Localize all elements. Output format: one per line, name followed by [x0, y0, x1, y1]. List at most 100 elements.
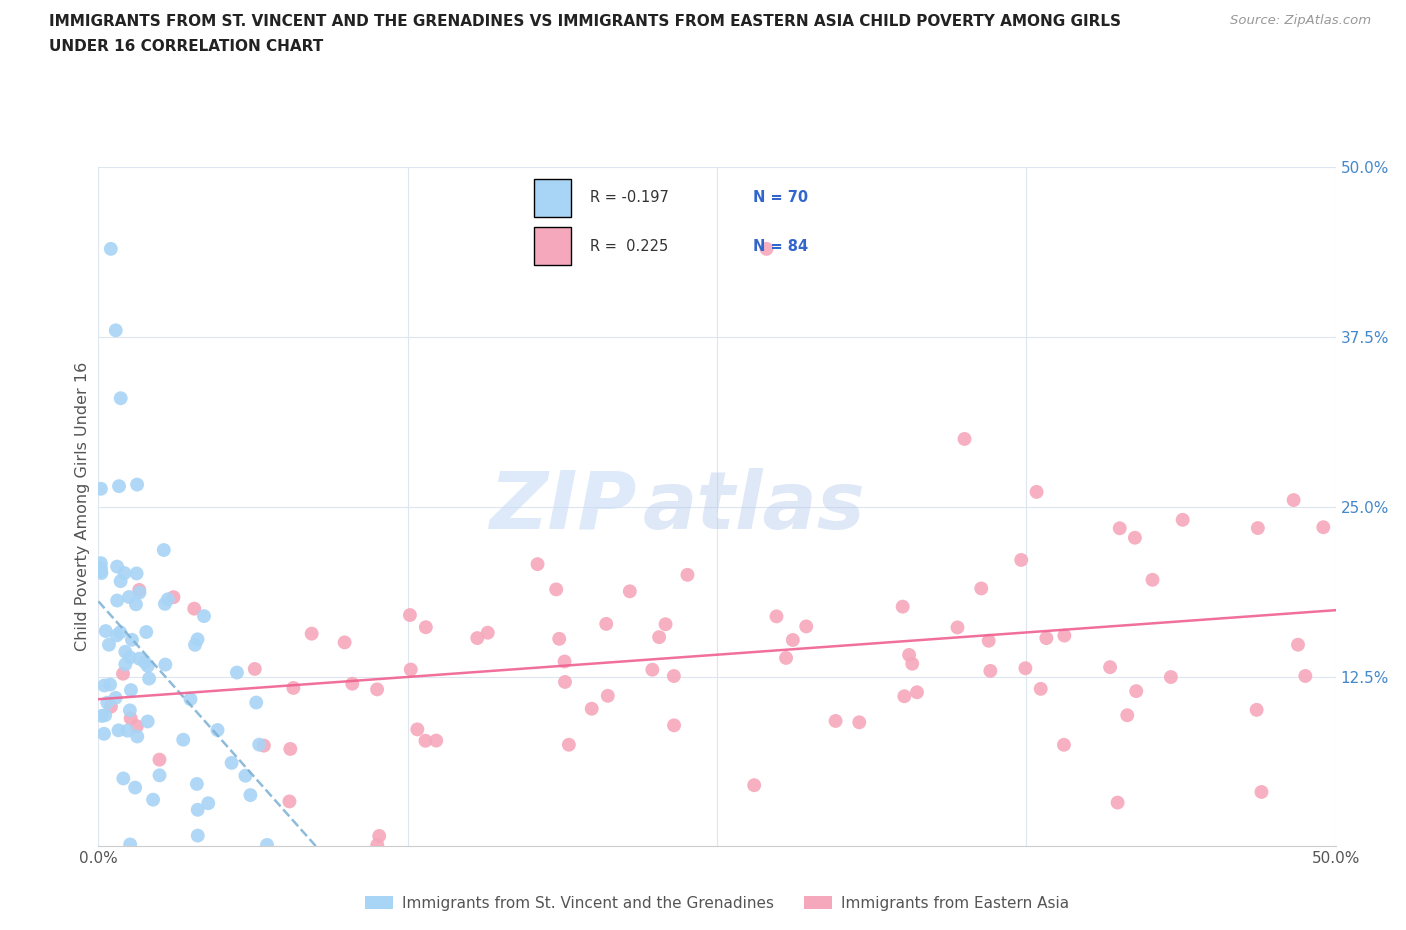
Point [595, 617, 617, 631]
Point [118, 703, 141, 718]
Point [1116, 708, 1139, 723]
Point [619, 584, 641, 599]
Point [90, 565, 112, 580]
Point [794, 619, 817, 634]
Point [283, 681, 305, 696]
Point [946, 620, 969, 635]
Point [135, 625, 157, 640]
Point [366, 838, 388, 853]
Point [118, 590, 141, 604]
Point [399, 607, 422, 622]
Point [278, 794, 301, 809]
Point [1025, 485, 1047, 499]
Point [107, 723, 129, 737]
Point [125, 566, 148, 581]
Point [111, 666, 134, 681]
Point [187, 803, 209, 817]
Text: ZIP: ZIP [489, 468, 637, 546]
Point [105, 593, 128, 608]
Point [239, 788, 262, 803]
Point [905, 684, 928, 699]
Point [134, 655, 156, 670]
Point [1246, 702, 1268, 717]
Point [1014, 661, 1036, 676]
Point [901, 657, 924, 671]
Point [1108, 521, 1130, 536]
Point [526, 557, 548, 572]
Point [654, 617, 676, 631]
Point [207, 723, 229, 737]
Point [742, 777, 765, 792]
Point [1035, 631, 1057, 645]
Point [152, 542, 174, 557]
Point [136, 714, 159, 729]
Point [247, 737, 270, 752]
Point [1250, 785, 1272, 800]
Point [548, 631, 571, 646]
Point [184, 637, 207, 652]
Point [970, 581, 993, 596]
Point [253, 738, 276, 753]
Point [596, 688, 619, 703]
Point [193, 608, 215, 623]
Point [465, 631, 488, 645]
Point [1010, 552, 1032, 567]
Point [120, 837, 142, 852]
Point [104, 690, 127, 705]
Point [546, 582, 568, 597]
Point [342, 676, 364, 691]
Point [110, 391, 132, 405]
Point [1053, 628, 1076, 643]
Point [187, 828, 209, 843]
Point [156, 591, 179, 606]
Point [183, 601, 205, 616]
Point [554, 654, 576, 669]
Point [100, 242, 122, 257]
Point [1107, 795, 1129, 810]
Point [558, 737, 581, 752]
Point [953, 432, 976, 446]
Point [1125, 684, 1147, 698]
Point [1282, 493, 1305, 508]
Point [94, 624, 117, 639]
Point [179, 692, 201, 707]
Point [93, 678, 115, 693]
Point [128, 582, 150, 597]
Point [90, 556, 112, 571]
Point [415, 619, 437, 634]
Point [893, 689, 915, 704]
Point [782, 632, 804, 647]
Point [581, 701, 603, 716]
Point [186, 777, 208, 791]
Point [148, 768, 170, 783]
Point [128, 585, 150, 600]
Point [1053, 737, 1076, 752]
Point [1160, 670, 1182, 684]
Point [96, 696, 118, 711]
Point [127, 477, 149, 492]
Point [477, 625, 499, 640]
Point [121, 632, 143, 647]
Point [98, 677, 121, 692]
Point [1286, 637, 1309, 652]
Point [226, 665, 249, 680]
Point [104, 323, 127, 338]
Point [1123, 530, 1146, 545]
Point [118, 650, 141, 665]
Point [648, 630, 671, 644]
Point [127, 729, 149, 744]
Point [172, 732, 194, 747]
Point [301, 626, 323, 641]
Point [148, 752, 170, 767]
Text: IMMIGRANTS FROM ST. VINCENT AND THE GRENADINES VS IMMIGRANTS FROM EASTERN ASIA C: IMMIGRANTS FROM ST. VINCENT AND THE GREN… [49, 14, 1121, 29]
Point [278, 741, 301, 756]
Point [406, 722, 429, 737]
Point [891, 599, 914, 614]
Point [136, 658, 159, 673]
Point [105, 628, 128, 643]
Point [898, 647, 921, 662]
Point [256, 838, 278, 853]
Point [94, 708, 117, 723]
Point [112, 771, 135, 786]
Point [399, 662, 422, 677]
